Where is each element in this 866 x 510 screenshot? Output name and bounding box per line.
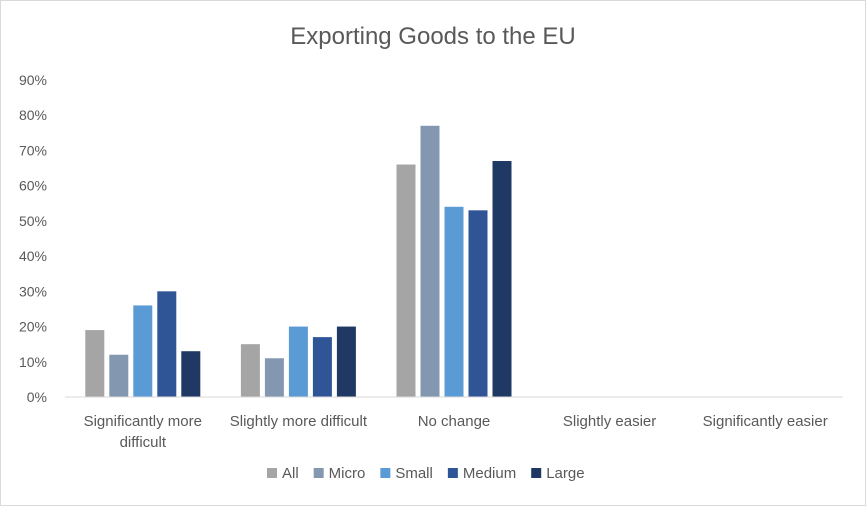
legend-swatch-all [267, 468, 277, 478]
bar-large [492, 161, 512, 397]
y-tick-label: 0% [27, 389, 47, 405]
bar-small [444, 206, 464, 397]
legend-label-small: Small [395, 465, 433, 482]
y-tick-label: 80% [19, 107, 47, 123]
x-tick-label: Significantly more difficult [84, 413, 202, 451]
legend-label-medium: Medium [463, 465, 516, 482]
bar-small [288, 326, 308, 397]
legend-label-all: All [282, 465, 299, 482]
bar-all [396, 164, 416, 397]
bar-large [181, 351, 201, 397]
y-tick-label: 90% [19, 72, 47, 88]
x-axis: Significantly more difficult Slightly more… [84, 413, 828, 451]
bar-all [240, 344, 260, 397]
bars [85, 125, 512, 398]
legend: All Micro Small Medium Large [267, 465, 585, 482]
bar-medium [312, 337, 332, 397]
x-tick-label: No change [418, 413, 491, 430]
x-tick-label: Slightly easier [563, 413, 656, 430]
legend-swatch-medium [447, 468, 458, 478]
bar-large [336, 326, 356, 397]
chart-title: Exporting Goods to the EU [290, 23, 576, 50]
legend-label-large: Large [546, 465, 584, 482]
bar-micro [264, 358, 284, 397]
y-tick-label: 70% [19, 142, 47, 158]
y-tick-label: 10% [19, 354, 47, 370]
y-axis: 0% 10% 20% 30% 40% 50% 60% 70% 80% 90% [19, 72, 47, 405]
y-tick-label: 20% [19, 319, 47, 335]
bar-micro [420, 125, 440, 398]
y-tick-label: 40% [19, 248, 47, 264]
bar-all [85, 330, 105, 397]
bar-medium [468, 210, 488, 397]
legend-label-micro: Micro [329, 465, 366, 482]
y-tick-label: 50% [19, 213, 47, 229]
y-tick-label: 30% [19, 283, 47, 299]
bar-medium [157, 291, 177, 397]
x-tick-label: Slightly more difficult [230, 413, 368, 430]
legend-swatch-small [380, 468, 391, 478]
x-tick-label: Significantly easier [703, 413, 828, 430]
legend-swatch-micro [313, 468, 324, 478]
bar-micro [109, 354, 129, 397]
legend-swatch-large [531, 468, 542, 478]
bar-small [133, 305, 153, 397]
y-tick-label: 60% [19, 178, 47, 194]
